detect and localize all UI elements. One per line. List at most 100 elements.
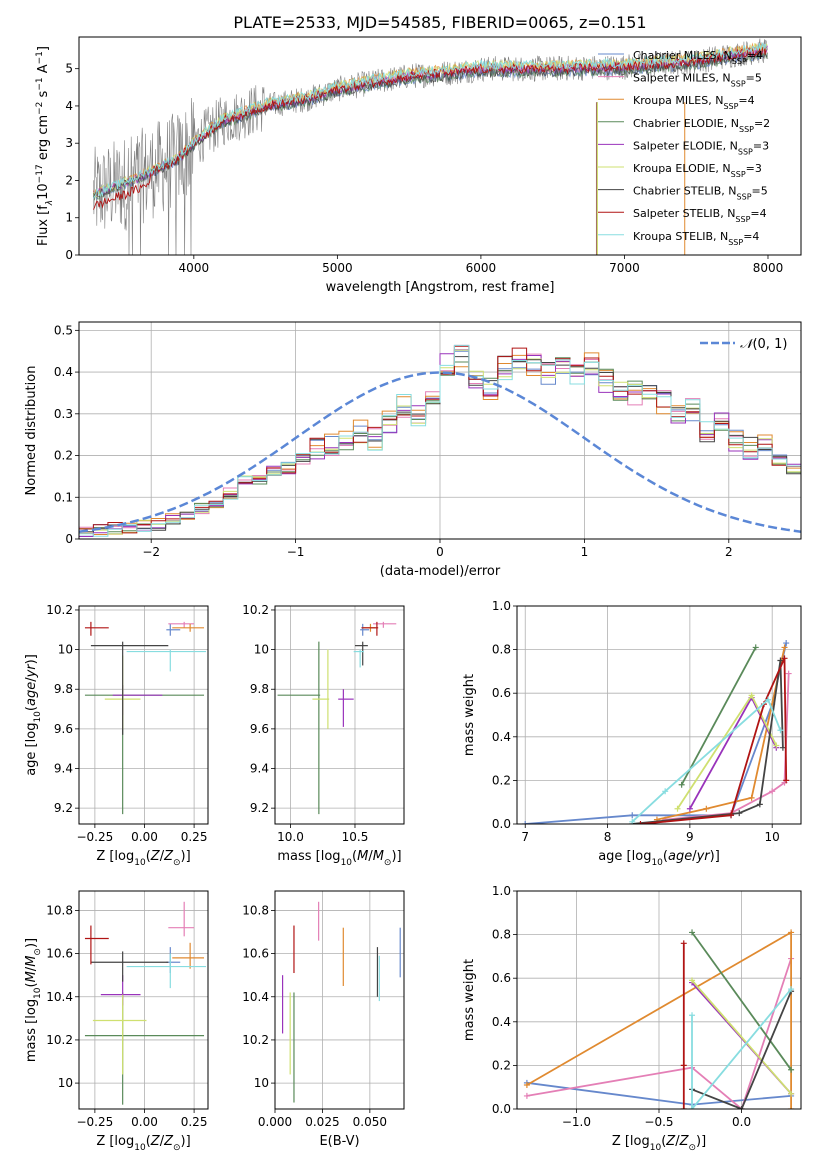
weight-marker bbox=[777, 657, 784, 664]
tick-label-y: 10 bbox=[254, 1076, 269, 1090]
tick-label-x: 8 bbox=[604, 830, 612, 844]
tick-label-y: 0.4 bbox=[54, 365, 73, 379]
weight-line bbox=[680, 646, 757, 786]
tick-label-x: 0.025 bbox=[305, 1115, 339, 1129]
tick-label-y: 1.0 bbox=[492, 884, 511, 898]
axis-label-y: mass weight bbox=[462, 674, 477, 756]
weight-marker bbox=[629, 812, 636, 819]
chart-mass-vs-Z: −0.25 0.00 0.25 10 10.2 10.4 10.6 10.8 Z [log10(… bbox=[24, 890, 209, 1153]
tick-label-x: 7000 bbox=[609, 261, 640, 275]
plot-area bbox=[92, 38, 769, 255]
legend-label: 𝒩(0, 1) bbox=[740, 337, 787, 352]
plot-area bbox=[523, 929, 795, 1109]
chart-age-vs-Z: −0.25 0.00 0.25 9.2 9.4 9.6 9.8 10 10.2 Z [log10(… bbox=[24, 603, 209, 868]
tick-label-x: 0.25 bbox=[181, 1115, 208, 1129]
plot-area bbox=[79, 344, 801, 537]
weight-marker bbox=[680, 1106, 687, 1109]
weight-marker bbox=[756, 801, 763, 808]
legend-label: Kroupa ELODIE, NSSP=3 bbox=[633, 162, 762, 179]
tick-label-x: 10 bbox=[765, 830, 780, 844]
tick-label-x: 1 bbox=[581, 545, 589, 559]
tick-label-y: 9.6 bbox=[250, 722, 269, 736]
tick-label-y: 10.6 bbox=[46, 947, 73, 961]
legend: Chabrier MILES, NSSP=4 Salpeter MILES, NS… bbox=[598, 49, 770, 246]
tick-label-y: 1 bbox=[65, 211, 73, 225]
weight-marker bbox=[686, 805, 693, 812]
legend-label: Salpeter STELIB, NSSP=4 bbox=[633, 207, 767, 224]
tick-label-y: 9.8 bbox=[250, 682, 269, 696]
spectrum-model-line bbox=[92, 41, 768, 199]
legend-label: Kroupa MILES, NSSP=4 bbox=[633, 94, 755, 111]
axis-label-y: mass [log10(M/M⊙)] bbox=[24, 938, 43, 1062]
axis-label-x: E(B-V) bbox=[319, 1134, 359, 1149]
tick-label-y: 10.4 bbox=[46, 990, 73, 1004]
weight-marker bbox=[788, 929, 795, 936]
weight-marker bbox=[788, 1106, 795, 1109]
weight-marker bbox=[788, 1090, 795, 1097]
weight-marker bbox=[781, 655, 788, 662]
plot-area bbox=[522, 640, 792, 824]
tick-label-y: 0.8 bbox=[492, 928, 511, 942]
weight-marker bbox=[773, 742, 780, 749]
histogram-step bbox=[79, 344, 801, 537]
weight-marker bbox=[788, 986, 795, 993]
tick-label-y: 0.0 bbox=[492, 1102, 511, 1116]
tick-label-y: 10.4 bbox=[242, 990, 269, 1004]
axes-frame bbox=[78, 321, 802, 540]
tick-label-y: 0.0 bbox=[492, 817, 511, 831]
axes-frame bbox=[78, 890, 209, 1110]
weight-marker bbox=[748, 692, 755, 699]
weight-marker bbox=[736, 810, 743, 817]
weight-marker bbox=[781, 644, 788, 651]
tick-label-x: −1.0 bbox=[562, 1115, 591, 1129]
weight-marker bbox=[522, 821, 529, 824]
weight-line bbox=[689, 695, 778, 810]
chart-spectrum: 4000 5000 6000 7000 8000 0 1 2 3 4 5 wavelength [An… bbox=[35, 36, 802, 295]
chart-weight-vs-Z: −1.0 −0.5 0.0 0.0 0.2 0.4 0.6 0.8 1.0 Z [log10(Z/… bbox=[462, 884, 802, 1153]
tick-label-y: 9.2 bbox=[250, 801, 269, 815]
tick-label-y: 10.2 bbox=[46, 603, 73, 617]
tick-label-y: 10.2 bbox=[242, 603, 269, 617]
chart-mass-vs-ebv: 0.000 0.025 0.050 10 10.2 10.4 10.6 10.8 E(B-V) bbox=[242, 890, 405, 1149]
axis-label-y: age [log10(age/yr)] bbox=[24, 654, 43, 776]
tick-label-x: −0.25 bbox=[76, 1115, 113, 1129]
weight-marker bbox=[728, 812, 735, 819]
tick-label-y: 0.6 bbox=[492, 971, 511, 985]
tick-label-x: 4000 bbox=[179, 261, 210, 275]
tick-label-y: 10.8 bbox=[46, 903, 73, 917]
tick-label-x: 6000 bbox=[466, 261, 497, 275]
tick-label-y: 0.6 bbox=[492, 686, 511, 700]
tick-label-y: 0.2 bbox=[54, 449, 73, 463]
weight-marker bbox=[674, 805, 681, 812]
tick-label-x: 0.00 bbox=[131, 830, 158, 844]
tick-label-x: −0.5 bbox=[644, 1115, 673, 1129]
axis-label-y: Flux [fλ10−17 erg cm−2 s−1 A−1] bbox=[35, 46, 55, 246]
weight-marker bbox=[678, 781, 685, 788]
tick-label-y: 10 bbox=[58, 643, 73, 657]
chart-age-vs-mass: 10.0 10.5 9.2 9.4 9.6 9.8 10 10.2 mass [log10(M/… bbox=[242, 603, 405, 868]
weight-marker bbox=[777, 727, 784, 734]
weight-marker bbox=[703, 805, 710, 812]
weight-marker bbox=[689, 1106, 696, 1109]
axis-label-x: mass [log10(M/M⊙)] bbox=[277, 849, 401, 868]
tick-label-y: 2 bbox=[65, 173, 73, 187]
plot-area bbox=[84, 621, 207, 815]
weight-marker bbox=[662, 788, 669, 795]
legend-label: Chabrier ELODIE, NSSP=2 bbox=[633, 117, 770, 134]
tick-label-y: 0 bbox=[65, 532, 73, 546]
axis-label-x: (data-model)/error bbox=[380, 564, 501, 579]
tick-label-y: 0.8 bbox=[492, 643, 511, 657]
weight-marker bbox=[785, 670, 792, 677]
weight-marker bbox=[689, 1012, 696, 1019]
weight-marker bbox=[637, 821, 644, 824]
tick-label-y: 9.8 bbox=[54, 682, 73, 696]
legend-label: Chabrier MILES, NSSP=4 bbox=[633, 49, 763, 66]
axis-label-x: age [log10(age/yr)] bbox=[598, 849, 720, 868]
tick-label-y: 0.4 bbox=[492, 730, 511, 744]
tick-label-x: 0.00 bbox=[131, 1115, 158, 1129]
figure-title: PLATE=2533, MJD=54585, FIBERID=0065, z=0… bbox=[233, 13, 646, 32]
weight-line bbox=[691, 990, 792, 1109]
tick-label-y: 9.4 bbox=[250, 762, 269, 776]
axis-label-x: Z [log10(Z/Z⊙)] bbox=[612, 1134, 706, 1153]
tick-label-x: 8000 bbox=[753, 261, 784, 275]
